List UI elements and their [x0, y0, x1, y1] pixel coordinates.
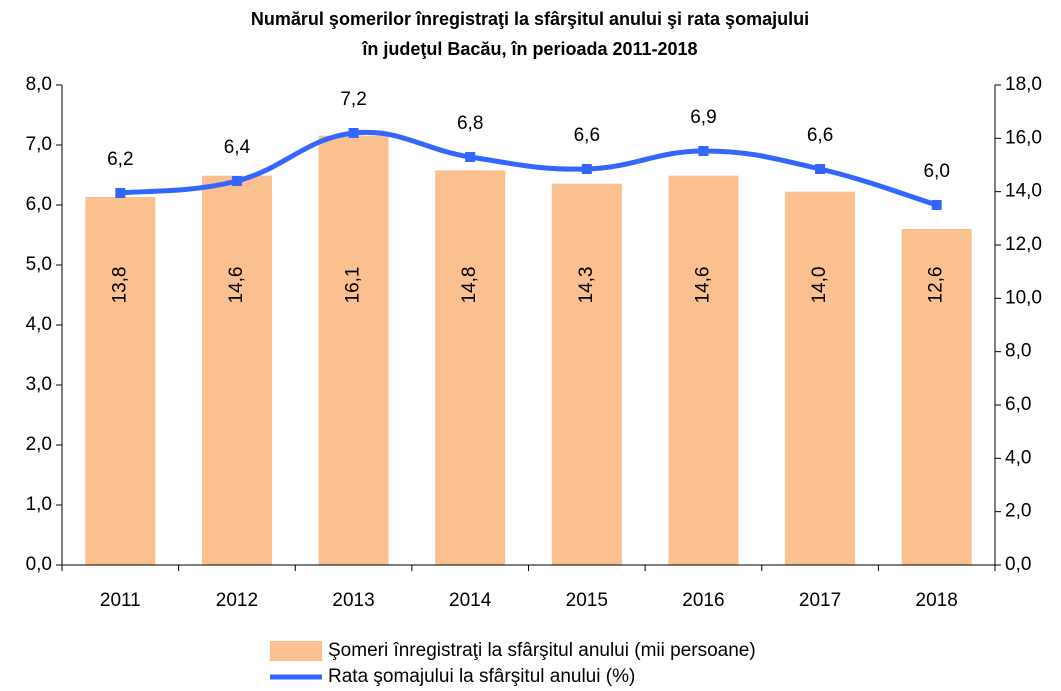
y-tick-label: 3,0 — [26, 374, 52, 395]
line-value-label: 6,6 — [574, 125, 600, 146]
line-marker — [698, 146, 709, 156]
y-tick-label: 6,0 — [26, 194, 52, 215]
y-tick-label: 1,0 — [26, 494, 52, 515]
y2-tick-label: 4,0 — [1005, 447, 1031, 468]
y2-tick-label: 8,0 — [1005, 341, 1031, 362]
bar — [668, 175, 739, 565]
bar-value-label: 14,6 — [226, 267, 247, 304]
y2-tick-label: 6,0 — [1005, 394, 1031, 415]
y2-tick-label: 12,0 — [1005, 234, 1042, 255]
line-marker — [348, 128, 359, 138]
bar-value-label: 14,3 — [576, 267, 597, 304]
bar-value-label: 16,1 — [343, 267, 364, 304]
bar-value-label: 14,0 — [809, 267, 830, 304]
line-value-label: 6,9 — [690, 107, 716, 128]
x-tick-label: 2013 — [332, 590, 374, 611]
line-marker — [465, 152, 476, 162]
bar — [201, 175, 272, 565]
line-value-label: 6,2 — [107, 149, 133, 170]
x-tick-label: 2011 — [100, 590, 141, 611]
bar — [901, 229, 972, 565]
x-tick-label: 2016 — [682, 590, 724, 611]
line-value-label: 6,4 — [224, 137, 251, 158]
bar-value-label: 13,8 — [109, 267, 130, 304]
x-tick-label: 2014 — [449, 590, 492, 611]
line-marker — [931, 200, 942, 210]
y-tick-label: 8,0 — [26, 74, 52, 95]
y-tick-label: 0,0 — [26, 554, 52, 575]
y-tick-label: 5,0 — [26, 254, 52, 275]
bar-value-label: 14,8 — [459, 267, 480, 304]
line-value-label: 6,0 — [923, 161, 949, 182]
bar — [551, 183, 622, 565]
y2-tick-label: 16,0 — [1005, 127, 1042, 148]
y-tick-label: 4,0 — [26, 314, 52, 335]
x-tick-label: 2017 — [799, 590, 841, 611]
y2-tick-label: 2,0 — [1005, 501, 1031, 522]
line-value-label: 7,2 — [340, 89, 366, 110]
y2-tick-label: 10,0 — [1005, 287, 1042, 308]
y2-tick-label: 14,0 — [1005, 181, 1042, 202]
bar — [85, 197, 156, 565]
bar — [435, 170, 506, 566]
bar — [785, 191, 856, 565]
bar-value-label: 14,6 — [692, 267, 713, 304]
y2-tick-label: 18,0 — [1005, 74, 1042, 95]
line-marker — [115, 188, 126, 198]
line-marker — [581, 164, 592, 174]
line — [120, 129, 938, 208]
legend-swatch — [270, 641, 322, 661]
chart-title: Numărul şomerilor înregistraţi la sfârşi… — [251, 9, 809, 29]
y-tick-label: 7,0 — [26, 134, 52, 155]
x-tick-label: 2018 — [916, 590, 958, 611]
bar — [318, 135, 389, 565]
line-marker — [815, 164, 826, 174]
x-tick-label: 2012 — [216, 590, 258, 611]
line-value-label: 6,8 — [457, 113, 483, 134]
bar-value-label: 12,6 — [926, 267, 947, 304]
y2-tick-label: 0,0 — [1005, 554, 1031, 575]
line-value-label: 6,6 — [807, 125, 833, 146]
legend-label: Şomeri înregistraţi la sfârşitul anului … — [328, 640, 756, 661]
y-tick-label: 2,0 — [26, 434, 52, 455]
chart-title: în judeţul Bacău, în perioada 2011-2018 — [361, 39, 697, 59]
line-marker — [231, 176, 242, 186]
x-tick-label: 2015 — [566, 590, 608, 611]
legend-label: Rata şomajului la sfârşitul anului (%) — [328, 666, 635, 687]
